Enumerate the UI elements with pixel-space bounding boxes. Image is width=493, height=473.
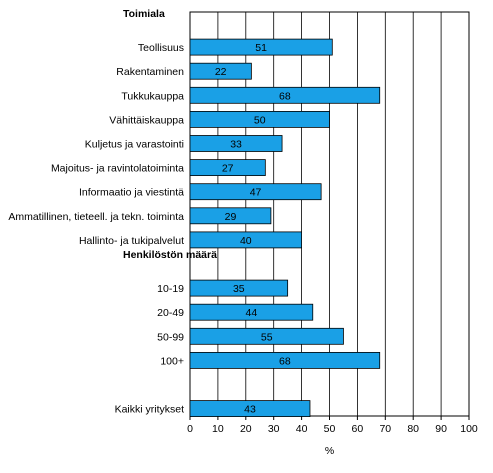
bar [189,38,333,56]
x-tick-label: 100 [460,423,478,435]
x-tick-label: 20 [240,423,252,435]
x-tick-label: 90 [435,423,447,435]
x-tick-label: 0 [187,423,193,435]
bar-value-label: 29 [225,211,237,223]
bar [189,327,344,345]
category-label: Vähittäiskauppa [109,114,184,126]
bar [189,400,311,418]
bar-value-label: 40 [240,235,252,247]
category-label: Teollisuus [138,42,184,54]
bar-value-label: 68 [279,90,291,102]
x-tick-label: 80 [407,423,419,435]
category-labels: Toimiala Teollisuus Rakentaminen Tukkukaupp… [8,8,217,416]
x-tick-label: 70 [379,423,391,435]
category-label: Ammatillinen, tieteell. ja tekn. toimint… [8,211,184,223]
bar [189,231,302,249]
bar-value-label: 50 [254,114,266,126]
bar [189,351,381,369]
category-label: Kuljetus ja varastointi [85,139,184,151]
category-label: 10-19 [157,283,184,295]
bar [189,111,330,128]
category-label: Kaikki yritykset [115,404,185,416]
bar-value-label: 43 [244,404,256,416]
category-label: Rakentaminen [116,66,184,78]
bar-value-label: 35 [233,283,245,295]
bar-value-label: 68 [279,355,291,367]
bar-value-label: 27 [222,163,234,175]
bar-value-label: 22 [215,66,227,78]
category-label: 50-99 [157,331,184,343]
x-tick-label: 30 [268,423,280,435]
bar [189,279,289,297]
category-label: Informaatio ja viestintä [79,187,184,199]
category-label: Majoitus- ja ravintolatoiminta [51,163,184,175]
bar-value-label: 55 [261,331,273,343]
bar [189,183,322,201]
bar [189,303,314,321]
bar-value-label: 44 [246,307,258,319]
bar-value-label: 51 [255,42,267,54]
x-tick-label: 50 [324,423,336,435]
x-axis: 0 10 20 30 40 50 60 70 80 90 100 [187,416,478,435]
x-tick-label: 60 [352,423,364,435]
group-header: Toimiala [123,8,165,20]
category-label: Hallinto- ja tukipalvelut [79,235,184,247]
category-label: Tukkukauppa [121,90,184,102]
bar-value-label: 47 [250,187,262,199]
group-header: Henkilöstön määrä [123,249,217,261]
bar [189,159,266,177]
bar-value-label: 33 [230,139,242,151]
category-label: 100+ [160,355,184,367]
x-tick-label: 40 [296,423,308,435]
bar [189,86,381,104]
bar [189,207,272,225]
x-axis-label: % [325,445,334,457]
category-label: 20-49 [157,307,184,319]
bar [189,135,283,152]
x-tick-label: 10 [212,423,224,435]
bar [189,62,252,80]
